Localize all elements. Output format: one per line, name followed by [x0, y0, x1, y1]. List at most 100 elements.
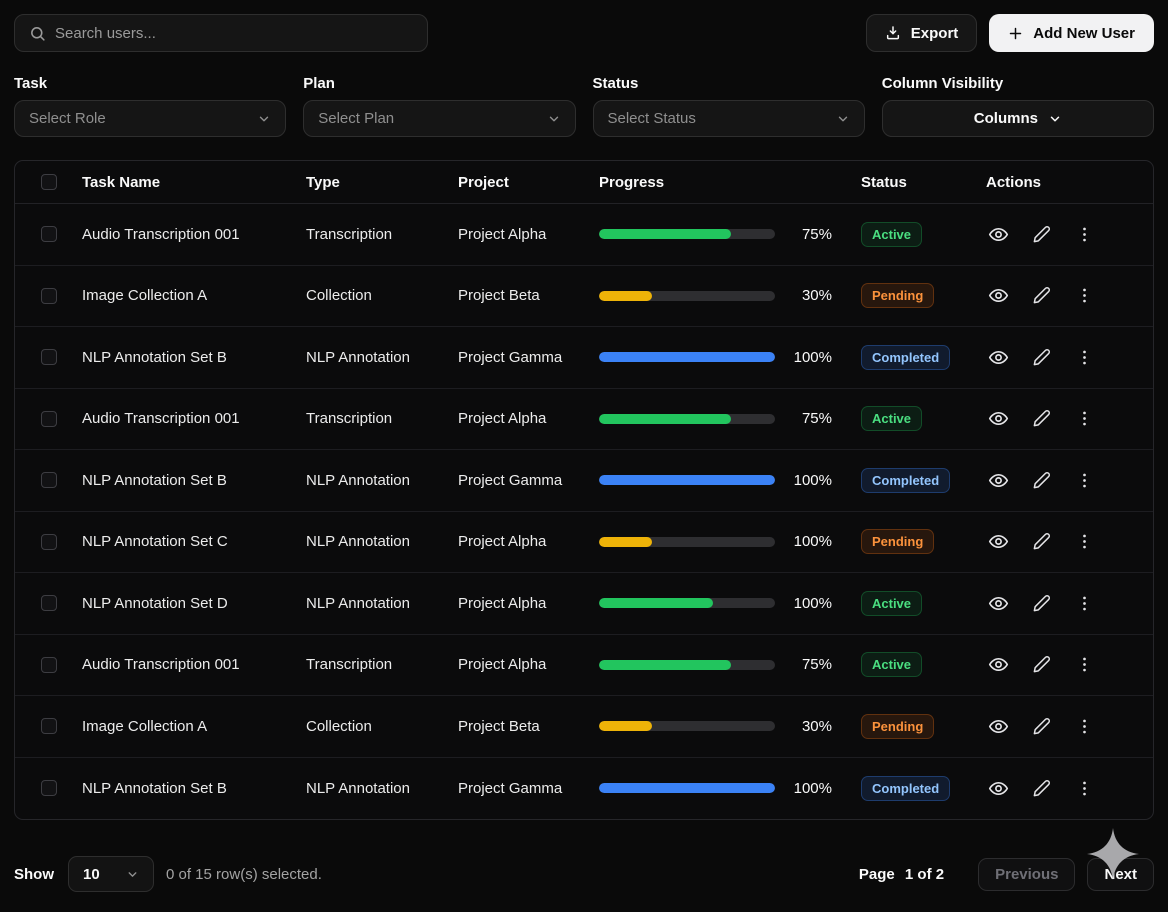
search-box[interactable] [14, 14, 428, 52]
actions-cell [986, 714, 1153, 738]
progress-bar-fill [599, 229, 731, 240]
progress-label: 30% [801, 717, 832, 735]
actions-cell [986, 222, 1153, 246]
select-all-checkbox[interactable] [41, 174, 57, 190]
page-indicator: Page 1 of 2 [859, 866, 944, 883]
row-checkbox[interactable] [41, 410, 57, 427]
row-checkbox[interactable] [41, 226, 57, 243]
edit-button[interactable] [1029, 776, 1053, 800]
previous-page-button[interactable]: Previous [978, 857, 1076, 891]
row-menu-button[interactable] [1072, 345, 1096, 369]
row-menu-button[interactable] [1072, 530, 1096, 554]
row-checkbox[interactable] [41, 349, 57, 366]
role-select[interactable]: Select Role [14, 100, 287, 137]
column-visibility-label: Column Visibility [881, 75, 1004, 92]
row-checkbox[interactable] [41, 718, 57, 735]
edit-button[interactable] [1029, 345, 1053, 369]
row-checkbox[interactable] [41, 287, 57, 304]
progress-label: 75% [801, 225, 832, 243]
edit-button[interactable] [1029, 714, 1053, 738]
export-button[interactable]: Export [865, 14, 978, 52]
view-button[interactable] [986, 530, 1010, 554]
status-cell: Completed [861, 467, 986, 493]
column-header-project: Project [458, 173, 509, 191]
view-button[interactable] [986, 345, 1010, 369]
view-button[interactable] [986, 284, 1010, 308]
page-size-select[interactable]: 10 [68, 856, 154, 892]
progress-label: 100% [793, 533, 832, 551]
row-checkbox[interactable] [41, 780, 57, 797]
progress-bar [599, 598, 775, 609]
table-row: NLP Annotation Set B NLP Annotation Proj… [15, 327, 1153, 389]
edit-button[interactable] [1029, 530, 1053, 554]
filter-task-label: Task [14, 75, 48, 92]
edit-button[interactable] [1029, 284, 1053, 308]
row-menu-button[interactable] [1072, 776, 1096, 800]
progress-label: 75% [801, 410, 832, 428]
progress-bar-fill [599, 475, 775, 486]
row-checkbox[interactable] [41, 595, 57, 612]
table-header-row: Task Name Type Project Progress Status A… [15, 161, 1153, 204]
edit-button[interactable] [1029, 222, 1053, 246]
view-button[interactable] [986, 653, 1010, 677]
chevron-down-icon [260, 116, 269, 121]
status-cell: Active [861, 406, 986, 432]
status-badge: Active [861, 590, 923, 616]
eye-icon [988, 658, 1008, 672]
view-button[interactable] [986, 468, 1010, 492]
view-button[interactable] [986, 407, 1010, 431]
pencil-icon [1033, 594, 1050, 612]
task-name-cell: Audio Transcription 001 [82, 410, 240, 428]
status-cell: Active [861, 590, 986, 616]
row-menu-button[interactable] [1072, 468, 1096, 492]
progress-label: 100% [793, 471, 832, 489]
type-cell: Collection [306, 717, 372, 735]
eye-icon [988, 289, 1008, 303]
table-row: Audio Transcription 001 Transcription Pr… [15, 389, 1153, 450]
next-page-button[interactable]: Next [1087, 857, 1154, 891]
columns-dropdown-button[interactable]: Columns [881, 100, 1154, 137]
task-name-cell: NLP Annotation Set B [82, 348, 227, 366]
view-button[interactable] [986, 591, 1010, 615]
edit-button[interactable] [1029, 407, 1053, 431]
pencil-icon [1033, 410, 1050, 427]
table-row: NLP Annotation Set D NLP Annotation Proj… [15, 573, 1153, 635]
row-menu-button[interactable] [1072, 407, 1096, 431]
edit-button[interactable] [1029, 653, 1053, 677]
status-cell: Completed [861, 775, 986, 801]
add-new-user-button[interactable]: Add New User [989, 14, 1154, 52]
row-checkbox[interactable] [41, 533, 57, 550]
page-size-value: 10 [83, 865, 100, 883]
view-button[interactable] [986, 776, 1010, 800]
row-checkbox[interactable] [41, 656, 57, 673]
eye-icon [988, 535, 1008, 549]
plan-select[interactable]: Select Plan [303, 100, 576, 137]
actions-cell [986, 591, 1153, 615]
vertical-dots-icon [1082, 534, 1086, 549]
toolbar-actions: Export Add New User [865, 14, 1154, 52]
search-input[interactable] [55, 24, 413, 42]
status-cell: Pending [861, 529, 986, 555]
table-row: Audio Transcription 001 Transcription Pr… [15, 204, 1153, 266]
filter-columns: Column Visibility Columns [881, 75, 1154, 137]
column-header-status: Status [861, 173, 907, 191]
progress-label: 30% [801, 287, 832, 305]
view-button[interactable] [986, 714, 1010, 738]
view-button[interactable] [986, 222, 1010, 246]
vertical-dots-icon [1082, 288, 1086, 303]
project-cell: Project Beta [458, 287, 540, 305]
row-menu-button[interactable] [1072, 653, 1096, 677]
row-checkbox[interactable] [41, 472, 57, 489]
row-menu-button[interactable] [1072, 222, 1096, 246]
status-select[interactable]: Select Status [592, 100, 865, 137]
edit-button[interactable] [1029, 591, 1053, 615]
row-menu-button[interactable] [1072, 714, 1096, 738]
type-cell: NLP Annotation [306, 471, 410, 489]
table-row: NLP Annotation Set C NLP Annotation Proj… [15, 512, 1153, 573]
eye-icon [988, 596, 1008, 610]
row-menu-button[interactable] [1072, 284, 1096, 308]
row-menu-button[interactable] [1072, 591, 1096, 615]
edit-button[interactable] [1029, 468, 1053, 492]
actions-cell [986, 776, 1153, 800]
tasks-table: Task Name Type Project Progress Status A… [14, 160, 1154, 820]
